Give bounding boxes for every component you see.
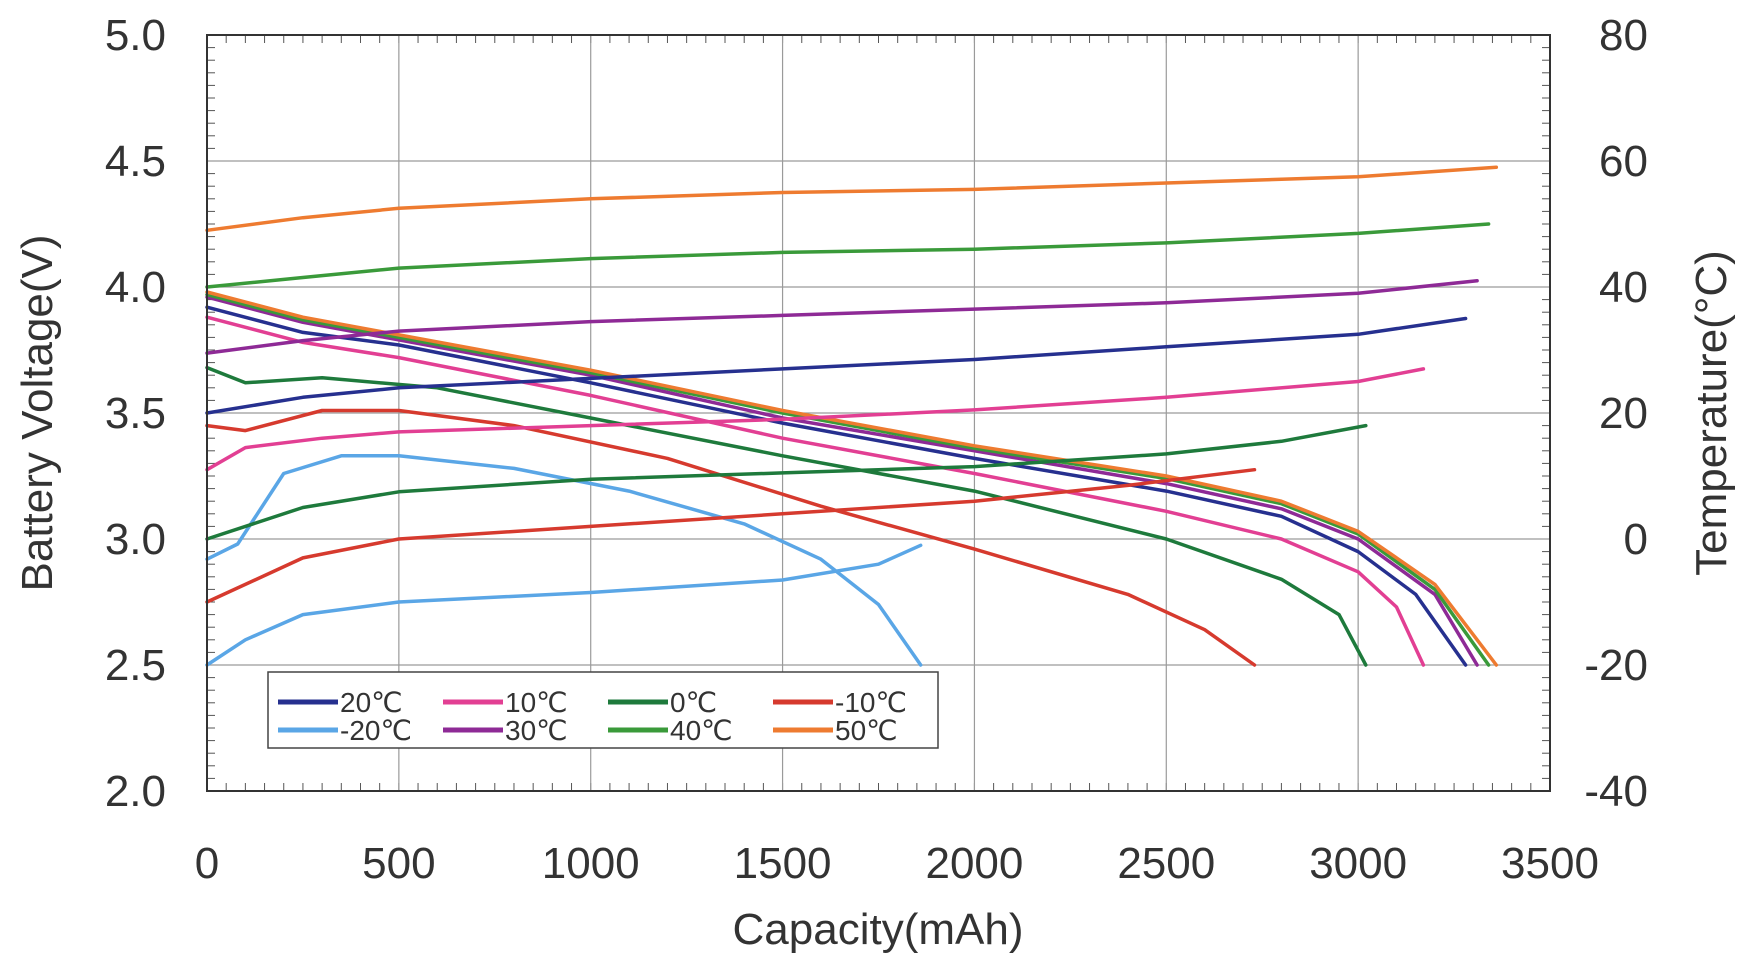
y2-tick-label: -20 <box>1584 641 1648 690</box>
temperature-line <box>205 165 1499 233</box>
y-tick-label: 2.5 <box>105 641 166 690</box>
y-tick-label: 4.0 <box>105 263 166 312</box>
x-tick-label: 3500 <box>1501 839 1599 888</box>
y2-tick-label: 60 <box>1599 137 1648 186</box>
legend: 20℃ 10℃ 0℃ -10℃ -20℃ 30℃ 40℃ 50℃ <box>267 671 939 749</box>
x-tick-label: 1500 <box>734 839 832 888</box>
legend-label: 20℃ <box>340 687 403 718</box>
voltage-line <box>205 365 1368 667</box>
y2-axis-title: Temperature(°C) <box>1687 250 1736 576</box>
temperature-line <box>205 222 1491 289</box>
y-tick-label: 3.5 <box>105 389 166 438</box>
legend-box <box>267 671 939 749</box>
y-tick-label: 3.0 <box>105 515 166 564</box>
y-tick-label: 2.0 <box>105 767 166 816</box>
y2-tick-label: 20 <box>1599 389 1648 438</box>
legend-label: 50℃ <box>835 715 898 746</box>
y-tick-label: 5.0 <box>105 11 166 60</box>
legend-label: 30℃ <box>505 715 568 746</box>
voltage-line <box>205 290 1499 667</box>
x-tick-label: 2000 <box>925 839 1023 888</box>
y2-tick-label: 40 <box>1599 263 1648 312</box>
plot-frame <box>206 34 1551 792</box>
voltage-line <box>205 305 1468 667</box>
temperature-line <box>205 316 1468 415</box>
series-group <box>205 165 1499 667</box>
voltage-line <box>205 315 1426 667</box>
legend-label: -10℃ <box>835 687 907 718</box>
legend-label: -20℃ <box>340 715 412 746</box>
y-tick-label: 4.5 <box>105 137 166 186</box>
temperature-line <box>205 543 923 667</box>
legend-label: 10℃ <box>505 687 568 718</box>
x-tick-label: 3000 <box>1309 839 1407 888</box>
voltage-line <box>205 408 1257 667</box>
y2-tick-labels: -40 -20 0 20 40 60 80 <box>1584 11 1648 816</box>
temperature-line <box>205 423 1368 541</box>
voltage-line <box>205 292 1491 667</box>
legend-label: 40℃ <box>670 715 733 746</box>
temperature-line <box>205 278 1479 355</box>
y2-tick-label: -40 <box>1584 767 1648 816</box>
y2-tick-label: 0 <box>1624 515 1648 564</box>
x-axis-title: Capacity(mAh) <box>733 905 1024 954</box>
x-tick-label: 0 <box>195 839 219 888</box>
temperature-line <box>205 367 1426 472</box>
y-tick-labels: 2.0 2.5 3.0 3.5 4.0 4.5 5.0 <box>105 11 166 816</box>
x-tick-label: 2500 <box>1117 839 1215 888</box>
x-tick-labels: 0 500 1000 1500 2000 2500 3000 3500 <box>195 839 1599 888</box>
x-tick-label: 1000 <box>542 839 640 888</box>
voltage-line <box>205 454 923 667</box>
legend-label: 0℃ <box>670 687 717 718</box>
y-axis-title: Battery Voltage(V) <box>13 234 62 591</box>
temperature-line <box>205 467 1257 604</box>
x-tick-label: 500 <box>362 839 435 888</box>
y2-tick-label: 80 <box>1599 11 1648 60</box>
